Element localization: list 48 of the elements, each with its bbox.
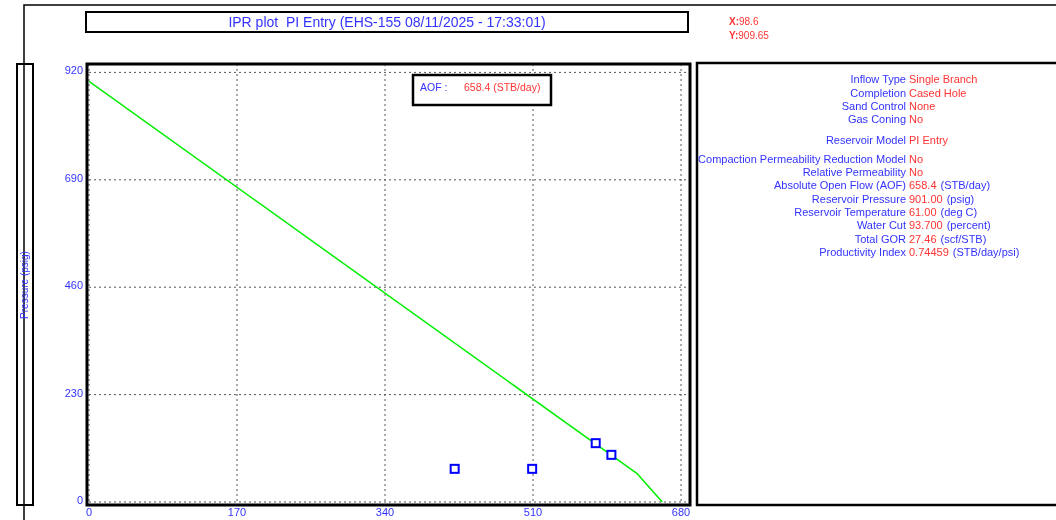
text: No [909,153,924,165]
text: Cased Hole [909,87,967,99]
text: PI Entry [909,134,949,146]
text: 901.00 [909,193,943,205]
text: (STB/day) [940,179,991,191]
text: Inflow Type [850,73,906,85]
y-tick-label: 460 [64,279,83,292]
text: Reservoir Model [825,134,906,146]
text: 658.4 [909,179,937,191]
x-tick-label: 0 [85,506,93,518]
text: Gas Coning [847,113,906,125]
annotation: 658.4 (STB/day) [464,81,541,93]
text: X: [729,16,739,27]
text: 93.700 [909,219,943,231]
x-tick-label: 340 [375,506,395,518]
text: No [909,166,924,178]
text: Total GOR [854,233,907,245]
text: (deg C) [940,206,978,218]
text: Single Branch [909,73,978,85]
text: No [909,113,924,125]
y-tick-label: 230 [64,386,83,399]
text: 0.74459 [909,246,949,258]
x-tick-label: 170 [227,506,247,518]
text: Absolute Open Flow (AOF) [773,179,906,191]
text: (STB/day/psi) [952,246,1020,258]
y-axis-title: Pressure (psig) [19,251,30,319]
y-tick-label: 690 [64,171,83,184]
text: (scf/STB) [940,233,987,245]
text: Sand Control [841,100,906,112]
text: (psig) [946,193,975,205]
x-tick-label: 680 [671,506,691,518]
text: Productivity Index [819,246,907,258]
x-tick-label: 510 [523,506,543,518]
text: 61.00 [909,206,937,218]
text: Water Cut [856,219,906,231]
y-tick-label: 920 [64,64,83,77]
chart-title: IPR plot PI Entry (EHS-155 08/11/2025 - 17:33:01) [228,14,546,30]
text: (percent) [946,219,991,231]
text: Compaction Permeability Reduction Model [698,153,906,165]
text: Reservoir Temperature [794,206,906,218]
text: Completion [850,87,906,99]
y-tick-label: 0 [76,494,83,506]
annotation: AOF : [420,81,448,93]
text: Relative Permeability [802,166,907,178]
text: Y: [729,30,739,41]
text: Reservoir Pressure [811,193,906,205]
text: None [909,100,936,112]
text: 27.46 [909,233,937,245]
